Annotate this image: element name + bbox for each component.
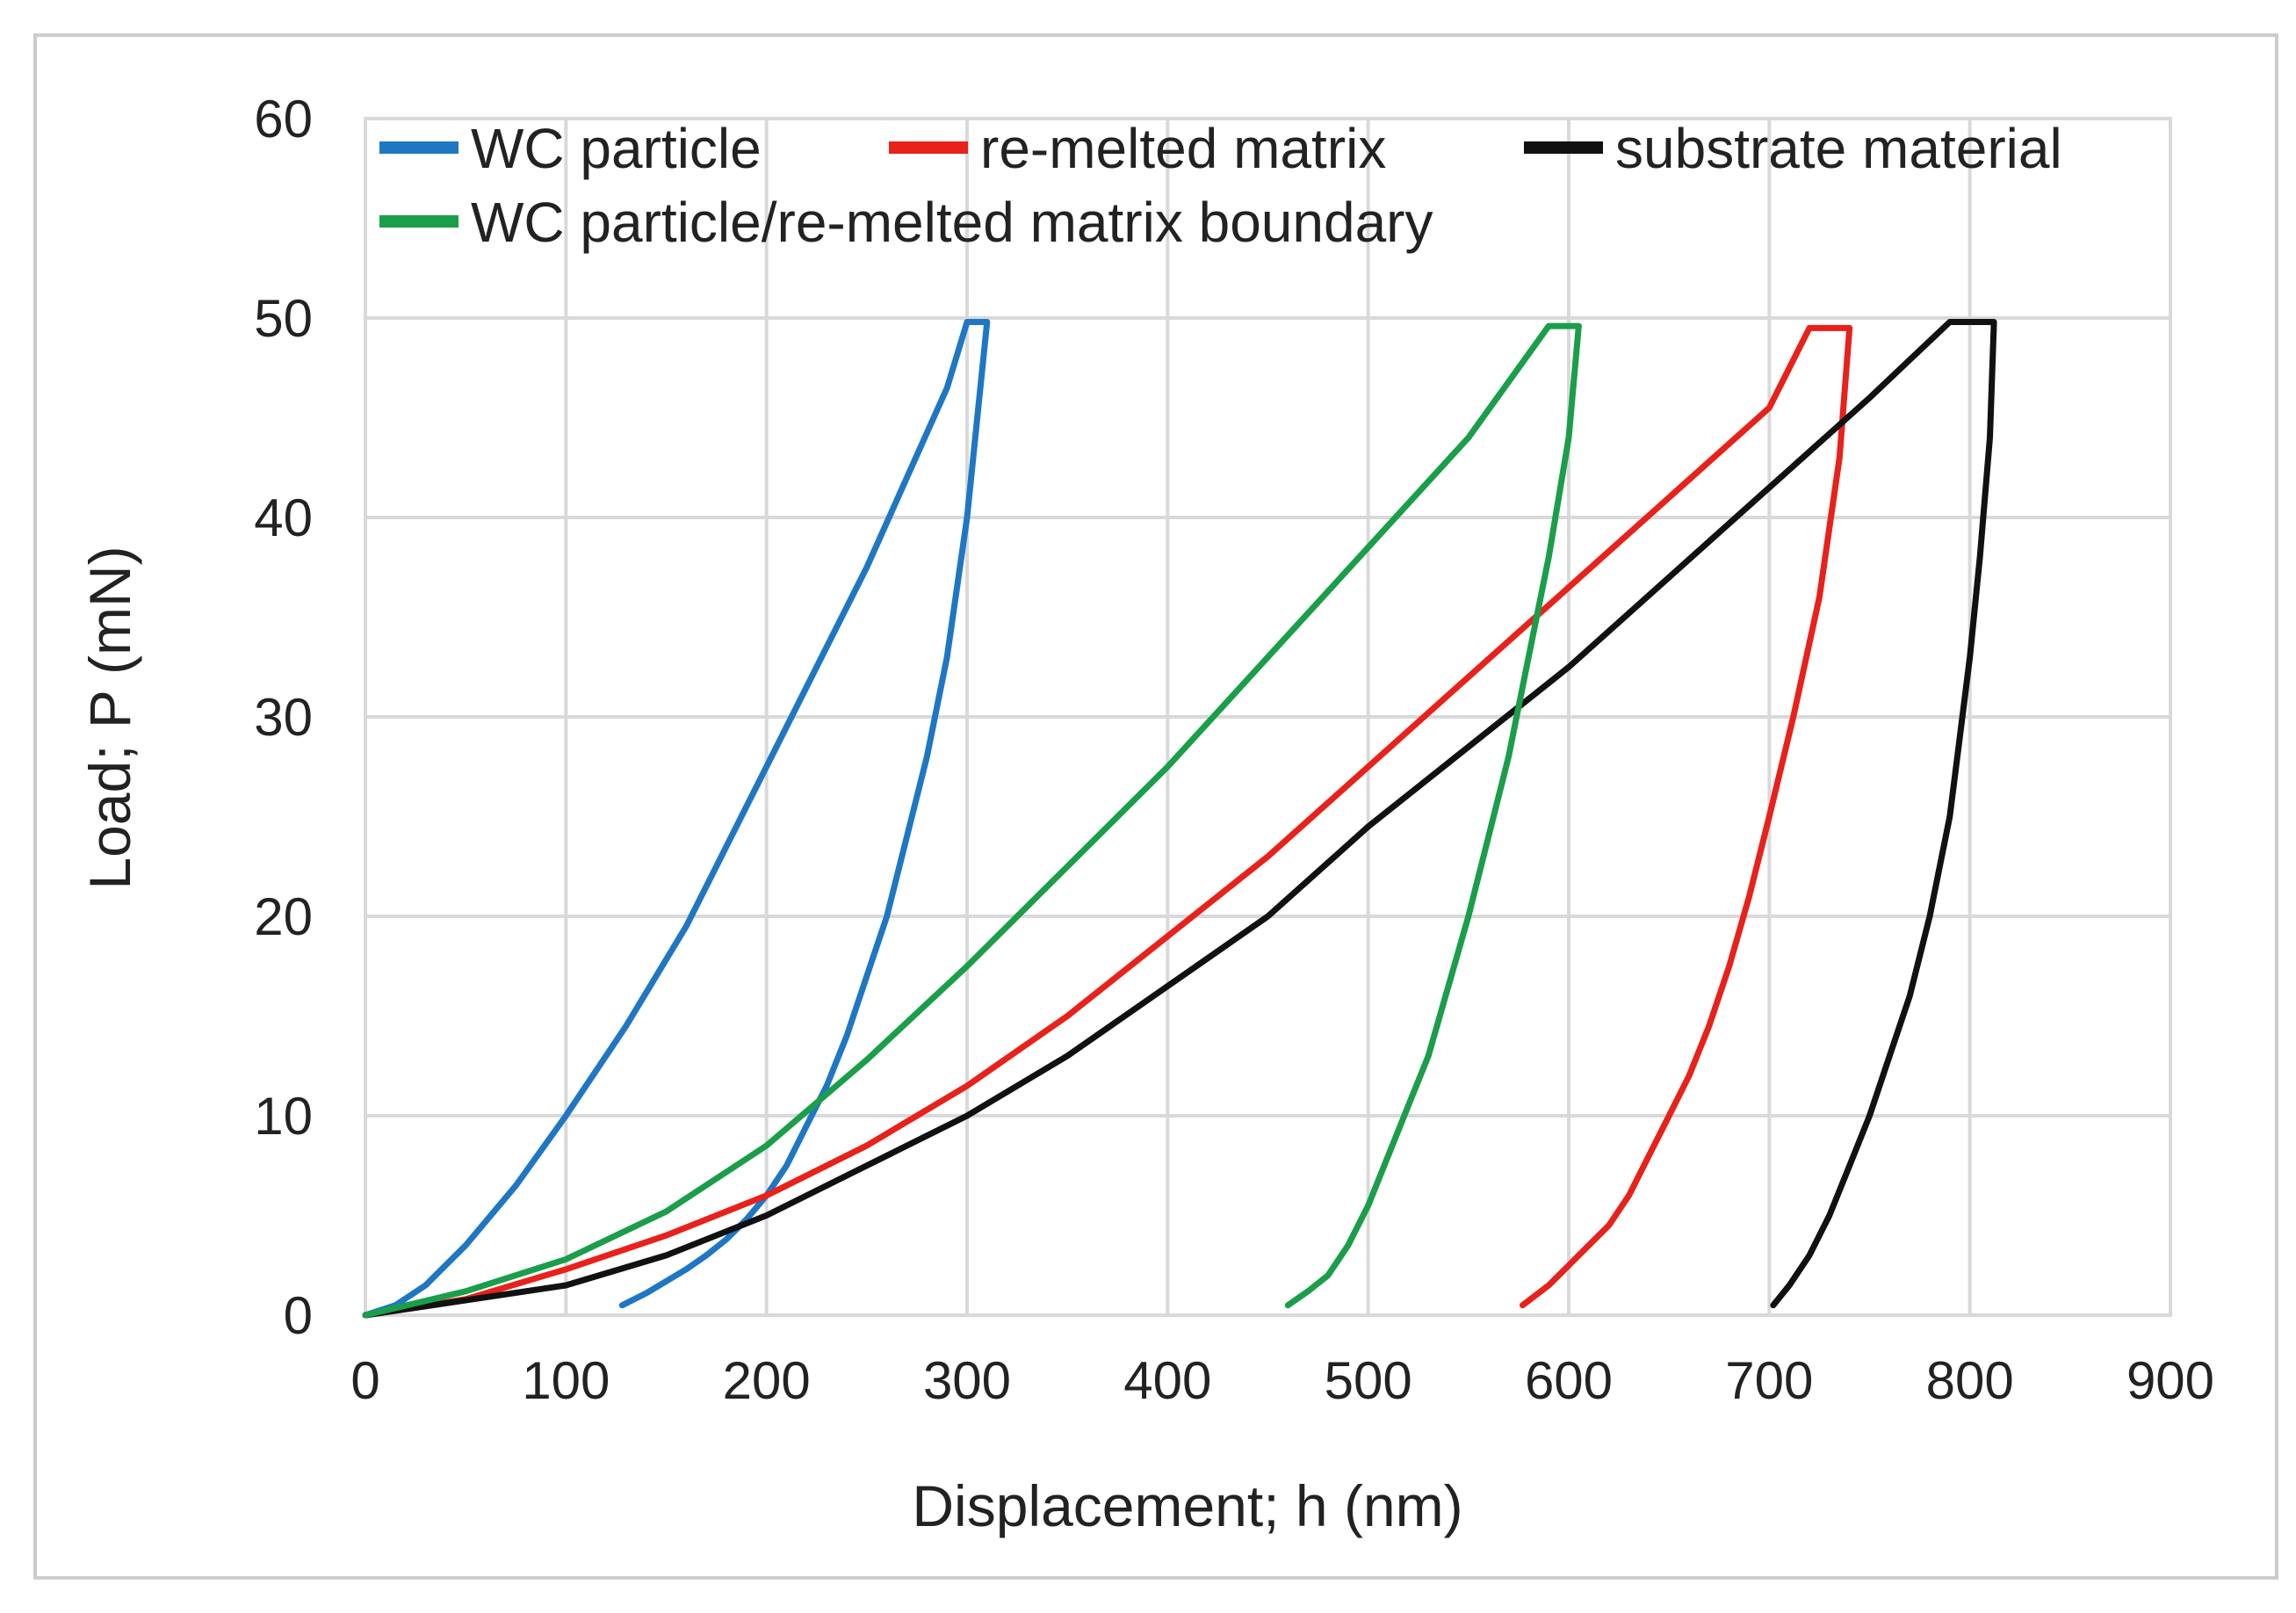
x-tick-label: 900 (2126, 1351, 2214, 1410)
series-line-re-melted-matrix (362, 324, 1853, 1319)
y-tick-label: 10 (254, 1087, 313, 1146)
x-tick-label: 400 (1123, 1351, 1211, 1410)
data-series (362, 319, 1997, 1319)
x-tick-label: 100 (522, 1351, 610, 1410)
y-tick-label: 0 (284, 1286, 313, 1345)
x-axis-title: Displacement; h (nm) (912, 1473, 1462, 1538)
series-line-substrate-material (362, 319, 1997, 1319)
x-tick-label: 800 (1926, 1351, 2014, 1410)
legend-label-re-melted-matrix: re-melted matrix (980, 117, 1386, 180)
y-tick-label: 60 (254, 90, 313, 148)
y-tick-label: 20 (254, 887, 313, 946)
legend-label-substrate-material: substrate material (1615, 117, 2062, 180)
series-line-wc-particle-re-melted-matrix-boundary (362, 322, 1582, 1319)
x-tick-label: 300 (923, 1351, 1011, 1410)
x-tick-label: 600 (1525, 1351, 1613, 1410)
legend-label-wc-particle: WC particle (471, 117, 762, 180)
y-tick-label: 50 (254, 289, 313, 348)
x-tick-label: 700 (1725, 1351, 1813, 1410)
y-tick-label: 30 (254, 688, 313, 747)
legend-label-boundary: WC particle/re-melted matrix boundary (471, 191, 1433, 254)
y-tick-label: 40 (254, 488, 313, 547)
axis-tick-labels: 0 100 200 300 400 500 600 700 800 900 0 10 20 30 40 50 6… (254, 90, 2214, 1410)
x-tick-label: 0 (350, 1351, 379, 1410)
figure-border (33, 33, 2278, 1580)
y-axis-title: Load; P (mN) (77, 546, 142, 889)
plot-area-border (364, 117, 2172, 1317)
x-tick-label: 500 (1325, 1351, 1412, 1410)
legend: WC particle re-melted matrix substrate m… (379, 117, 2062, 254)
x-tick-label: 200 (723, 1351, 811, 1410)
